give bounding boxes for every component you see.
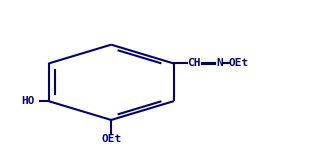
Text: HO: HO — [21, 96, 35, 106]
Text: CH: CH — [188, 59, 201, 68]
Text: OEt: OEt — [101, 134, 121, 144]
Text: OEt: OEt — [229, 59, 249, 68]
Text: N: N — [216, 59, 223, 68]
